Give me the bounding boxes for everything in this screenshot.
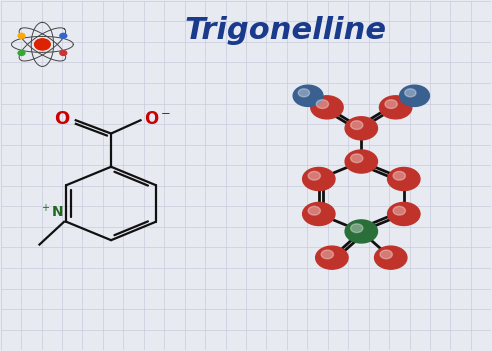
Circle shape	[393, 206, 405, 215]
Circle shape	[345, 150, 377, 173]
Circle shape	[293, 85, 323, 106]
Text: Trigonelline: Trigonelline	[184, 16, 386, 45]
Circle shape	[345, 117, 377, 140]
Circle shape	[18, 33, 25, 38]
Circle shape	[393, 171, 405, 180]
Circle shape	[345, 220, 377, 243]
Circle shape	[351, 224, 363, 233]
Text: O: O	[54, 110, 69, 127]
Text: O$^-$: O$^-$	[145, 110, 172, 127]
Circle shape	[60, 33, 67, 38]
Circle shape	[60, 51, 67, 55]
Circle shape	[308, 206, 320, 215]
Circle shape	[34, 39, 50, 50]
Circle shape	[405, 89, 416, 97]
Circle shape	[385, 100, 397, 108]
Circle shape	[351, 121, 363, 130]
Circle shape	[321, 250, 334, 259]
Circle shape	[303, 167, 335, 191]
Circle shape	[316, 246, 348, 269]
Circle shape	[351, 154, 363, 163]
Circle shape	[298, 89, 309, 97]
Circle shape	[18, 51, 25, 55]
Circle shape	[380, 250, 392, 259]
Circle shape	[388, 203, 420, 225]
Text: $^+$N: $^+$N	[39, 204, 64, 221]
Circle shape	[311, 96, 343, 119]
Circle shape	[374, 246, 407, 269]
Circle shape	[379, 96, 412, 119]
Circle shape	[308, 171, 320, 180]
Circle shape	[303, 203, 335, 225]
Circle shape	[316, 100, 329, 108]
Circle shape	[388, 167, 420, 191]
Circle shape	[400, 85, 430, 106]
